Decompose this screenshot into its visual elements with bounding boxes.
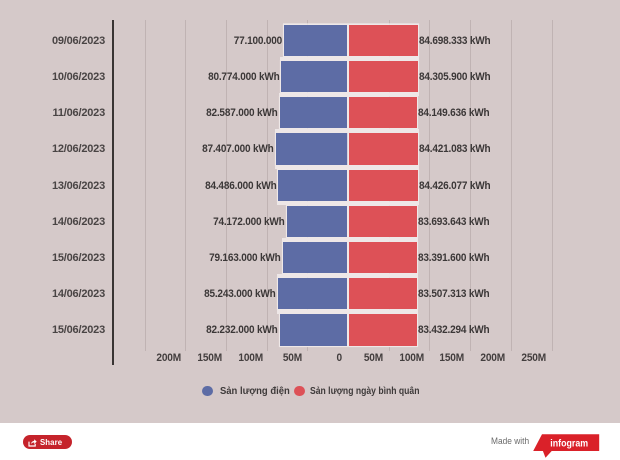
svg-text:infogram: infogram	[550, 438, 588, 449]
